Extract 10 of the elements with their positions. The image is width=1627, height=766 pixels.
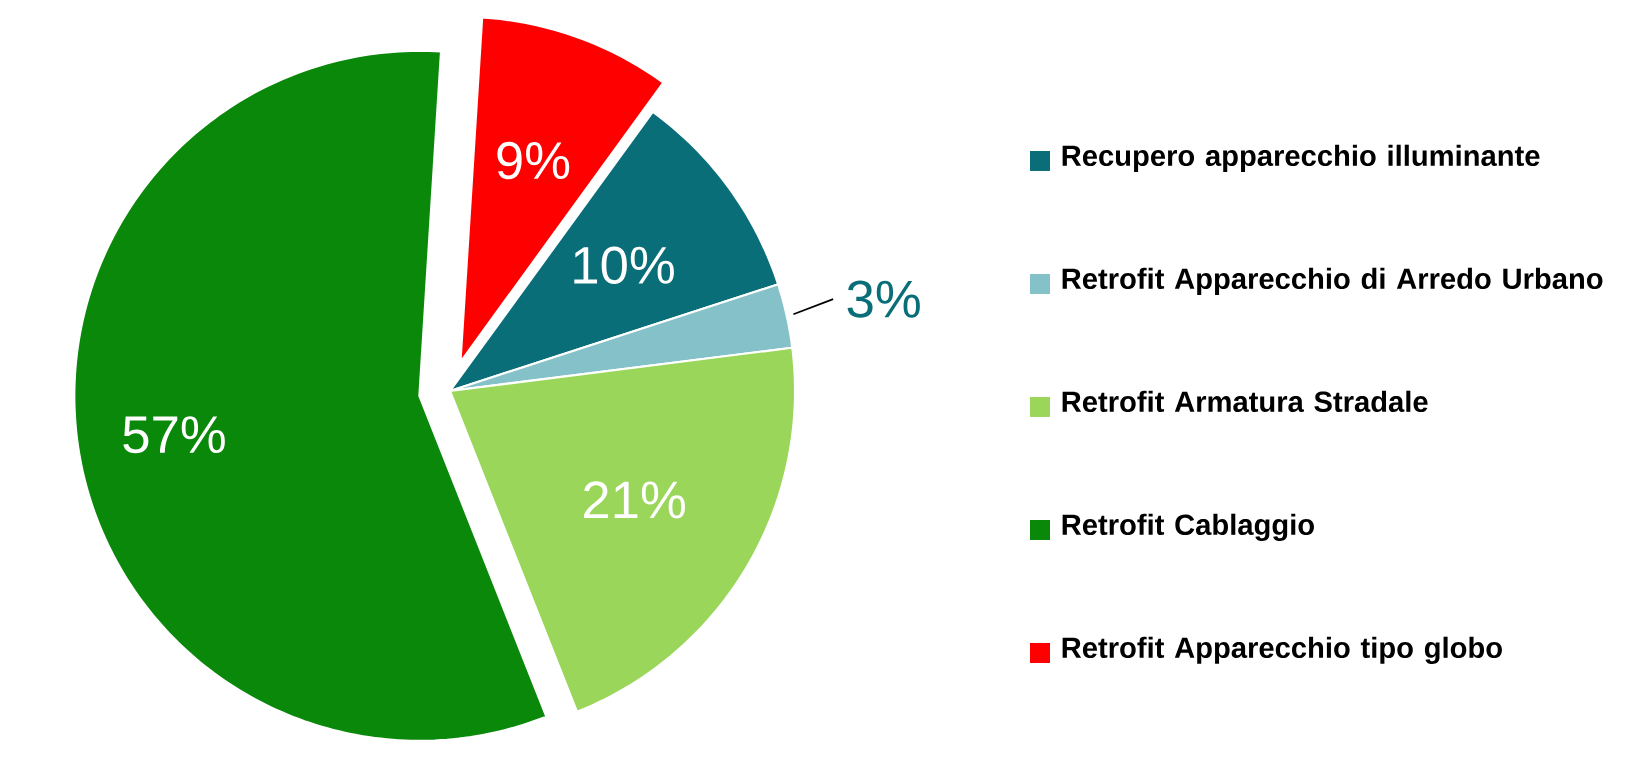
data-label: 21% <box>584 481 685 519</box>
legend-label: Retrofit Apparecchio tipo globo <box>1062 636 1502 664</box>
legend-label: Retrofit Apparecchio di Arredo Urbano <box>1062 267 1603 295</box>
legend-label: Retrofit Armatura Stradale <box>1062 390 1428 413</box>
legend-label: Recupero apparecchio illuminante <box>1062 144 1540 172</box>
data-label: 3% <box>847 280 920 318</box>
legend-label: Retrofit Cablaggio <box>1062 513 1314 541</box>
data-label: 57% <box>123 416 225 454</box>
data-label: 9% <box>497 141 570 180</box>
data-label: 10% <box>574 246 674 284</box>
